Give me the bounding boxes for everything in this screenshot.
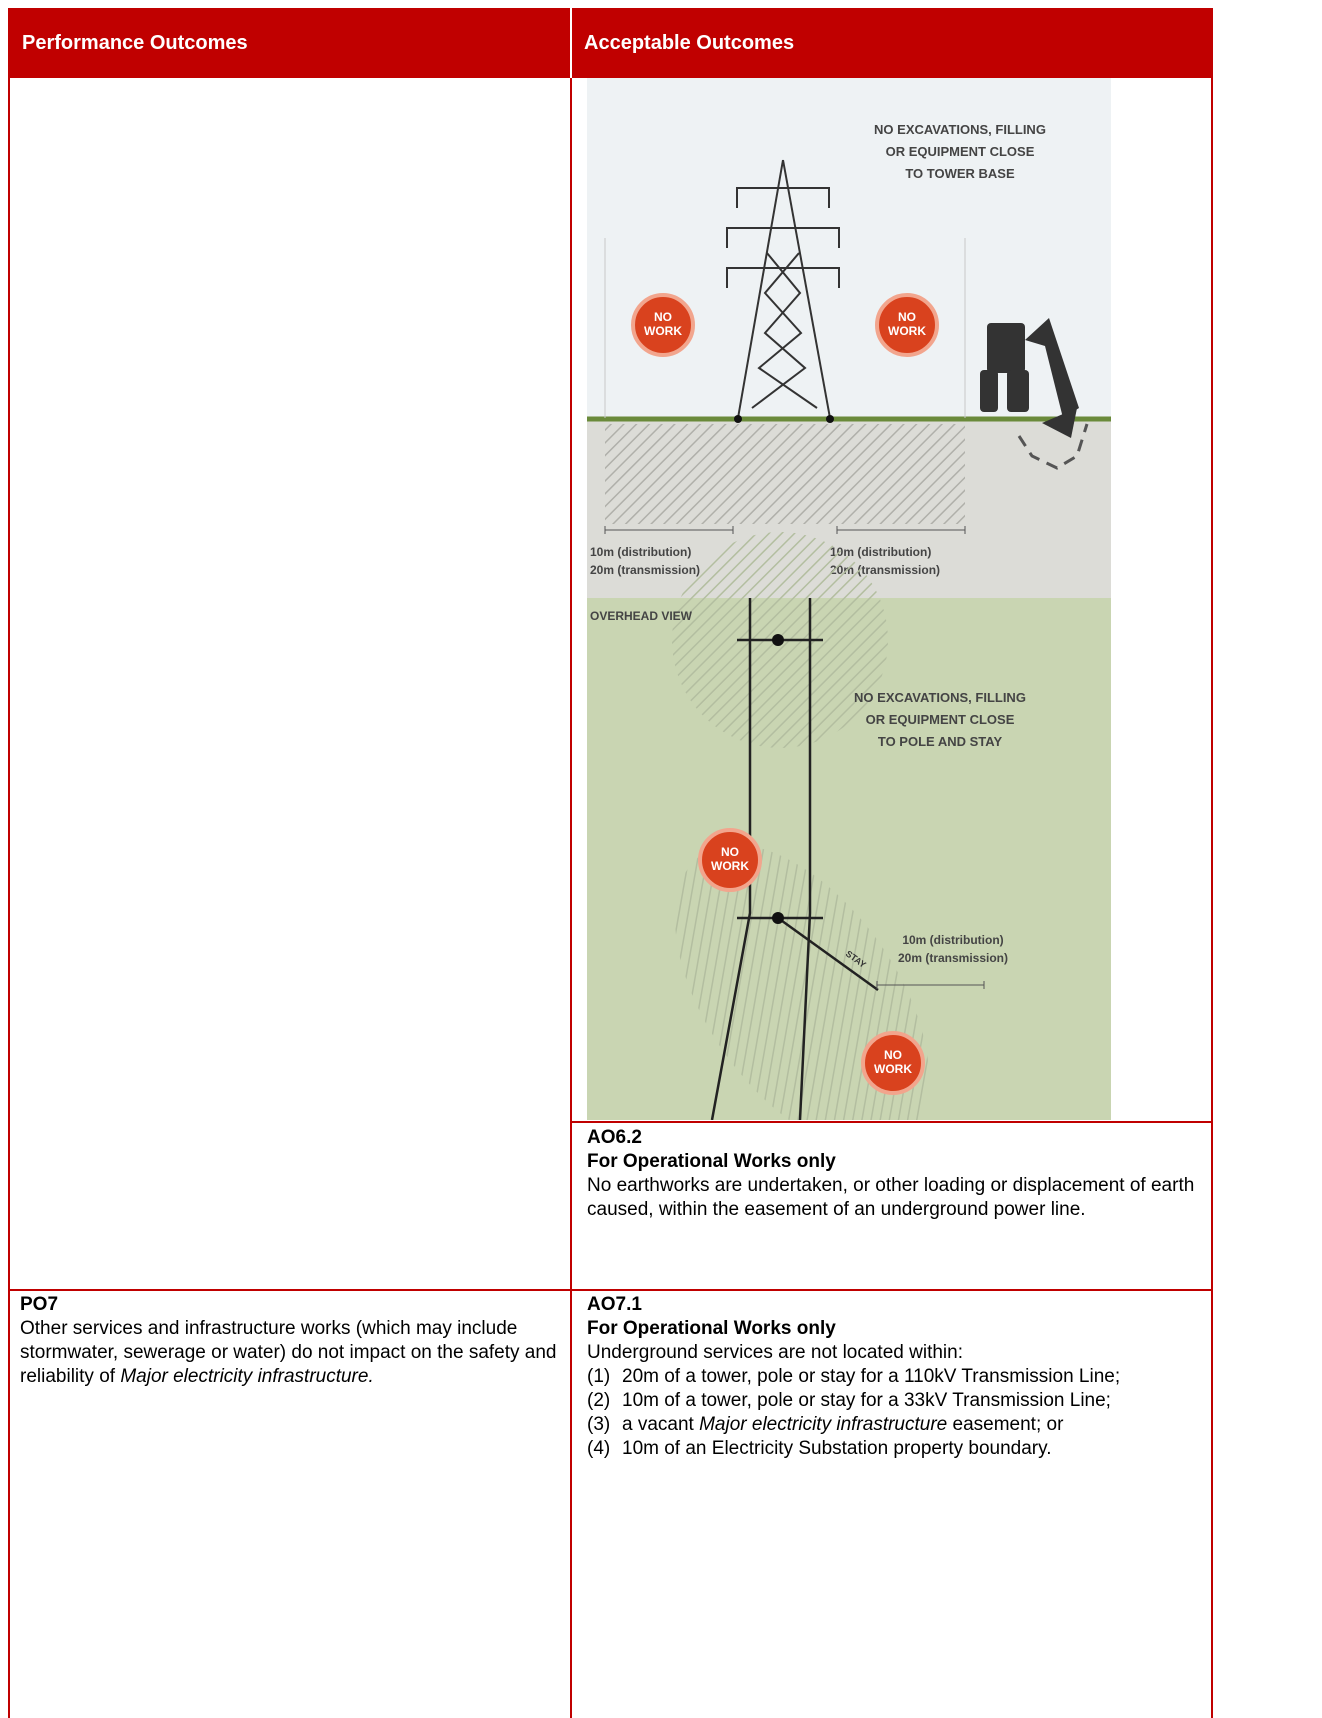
distance-label: 20m (transmission)	[590, 563, 700, 577]
caption: NO EXCAVATIONS, FILLING	[874, 122, 1046, 137]
distance-label: 20m (transmission)	[898, 951, 1008, 965]
badge-text: NO	[884, 1048, 902, 1062]
caption: OR EQUIPMENT CLOSE	[886, 144, 1035, 159]
defined-term: Major electricity infrastructure	[699, 1414, 948, 1435]
code: AO7.1	[587, 1294, 642, 1315]
excavator	[980, 318, 1079, 438]
code: AO6.2	[587, 1127, 642, 1148]
text-part: Other services and infrastructure works …	[20, 1318, 557, 1387]
border	[570, 1121, 1213, 1123]
cell: PO7 Other services and infrastructure wo…	[20, 1293, 560, 1389]
scope: For Operational Works only	[587, 1318, 836, 1339]
item-text: 10m of an Electricity Substation propert…	[622, 1438, 1052, 1459]
text: Other services and infrastructure works …	[20, 1317, 560, 1389]
item-number: (3)	[587, 1414, 611, 1435]
distance-label: 10m (distribution)	[830, 545, 931, 559]
distance-label: 10m (distribution)	[902, 933, 1003, 947]
code: PO7	[20, 1294, 59, 1315]
exclusion-zone	[605, 424, 965, 524]
badge-text: WORK	[711, 859, 749, 873]
badge: NO WORK	[631, 293, 695, 357]
border	[570, 78, 572, 1718]
caption: NO EXCAVATIONS, FILLING	[854, 690, 1026, 705]
scope: For Operational Works only	[587, 1151, 836, 1172]
item-text: 20m of a tower, pole or stay for a 110kV…	[622, 1366, 1121, 1387]
item-text: a vacant	[622, 1414, 700, 1435]
item-text: easement; or	[947, 1414, 1064, 1435]
cell: AO6.2 For Operational Works only No eart…	[587, 1126, 1202, 1222]
badge: NO WORK	[875, 293, 939, 357]
border	[8, 1289, 1213, 1291]
tower	[726, 159, 840, 419]
badge-text: WORK	[644, 324, 682, 338]
overhead-title: OVERHEAD VIEW	[590, 609, 693, 623]
list-item: (4) 10m of an Electricity Substation prop…	[587, 1437, 1207, 1461]
list-item: (2) 10m of a tower, pole or stay for a 33…	[587, 1389, 1207, 1413]
badge-text: NO	[654, 310, 672, 324]
badge-text: WORK	[874, 1062, 912, 1076]
caption: OR EQUIPMENT CLOSE	[866, 712, 1015, 727]
badge-text: NO	[721, 845, 739, 859]
caption: TO POLE AND STAY	[878, 734, 1003, 749]
item-number: (1)	[587, 1366, 611, 1387]
item-number: (4)	[587, 1438, 611, 1459]
border	[8, 78, 10, 1718]
header-cell: Performance Outcomes	[22, 32, 248, 54]
border	[1211, 78, 1213, 1718]
header-cell: Acceptable Outcomes	[584, 32, 795, 54]
distance-label: 10m (distribution)	[590, 545, 691, 559]
badge: NO WORK	[698, 828, 762, 892]
header-divider	[570, 8, 572, 78]
table-header	[8, 8, 1213, 78]
defined-term: Major electricity infrastructure.	[120, 1366, 374, 1387]
list-item: (1) 20m of a tower, pole or stay for a 11…	[587, 1365, 1207, 1389]
item-text: 10m of a tower, pole or stay for a 33kV …	[622, 1390, 1111, 1411]
badge-text: WORK	[888, 324, 926, 338]
intro: Underground services are not located wit…	[587, 1342, 963, 1363]
badge: NO WORK	[861, 1031, 925, 1095]
caption: TO TOWER BASE	[905, 166, 1015, 181]
item-number: (2)	[587, 1390, 611, 1411]
cell: AO7.1 For Operational Works only Undergr…	[587, 1293, 1207, 1461]
figure: NO EXCAVATIONS, FILLING OR EQUIPMENT CLO…	[587, 78, 1111, 1120]
text: No earthworks are undertaken, or other l…	[587, 1175, 1195, 1220]
badge-text: NO	[898, 310, 916, 324]
list-item: (3) a vacant Major electricity infrastruc…	[587, 1413, 1207, 1437]
